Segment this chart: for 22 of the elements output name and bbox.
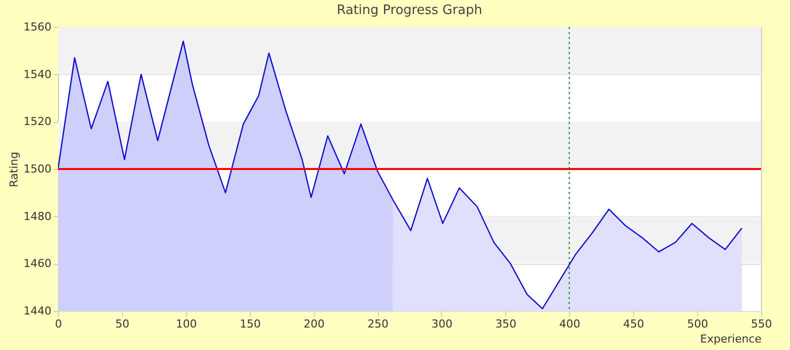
x-tick-label: 300 <box>431 318 452 330</box>
x-tick-label: 350 <box>495 318 516 330</box>
x-tick-label: 250 <box>368 318 389 330</box>
x-tick-label: 500 <box>687 318 708 330</box>
y-tick-label: 1460 <box>24 257 52 270</box>
x-tick-label: 450 <box>623 318 644 330</box>
x-tick-label: 0 <box>55 318 62 330</box>
x-tick-label: 150 <box>240 318 261 330</box>
y-tick-label: 1520 <box>24 115 52 128</box>
y-tick-label: 1440 <box>24 304 52 318</box>
y-axis-title: Rating <box>8 152 21 188</box>
x-axis-title: Experience <box>700 332 762 346</box>
chart-title: Rating Progress Graph <box>336 3 482 18</box>
y-tick-label: 1540 <box>24 68 52 81</box>
x-tick-label: 400 <box>559 318 580 330</box>
y-tick-label: 1500 <box>24 162 52 176</box>
x-tick-label: 200 <box>304 318 325 330</box>
y-tick-label: 1480 <box>24 210 52 223</box>
y-tick-label: 1560 <box>24 20 52 34</box>
x-tick-label: 50 <box>115 318 130 330</box>
x-tick-label: 100 <box>176 318 197 330</box>
x-tick-label: 550 <box>751 318 772 330</box>
